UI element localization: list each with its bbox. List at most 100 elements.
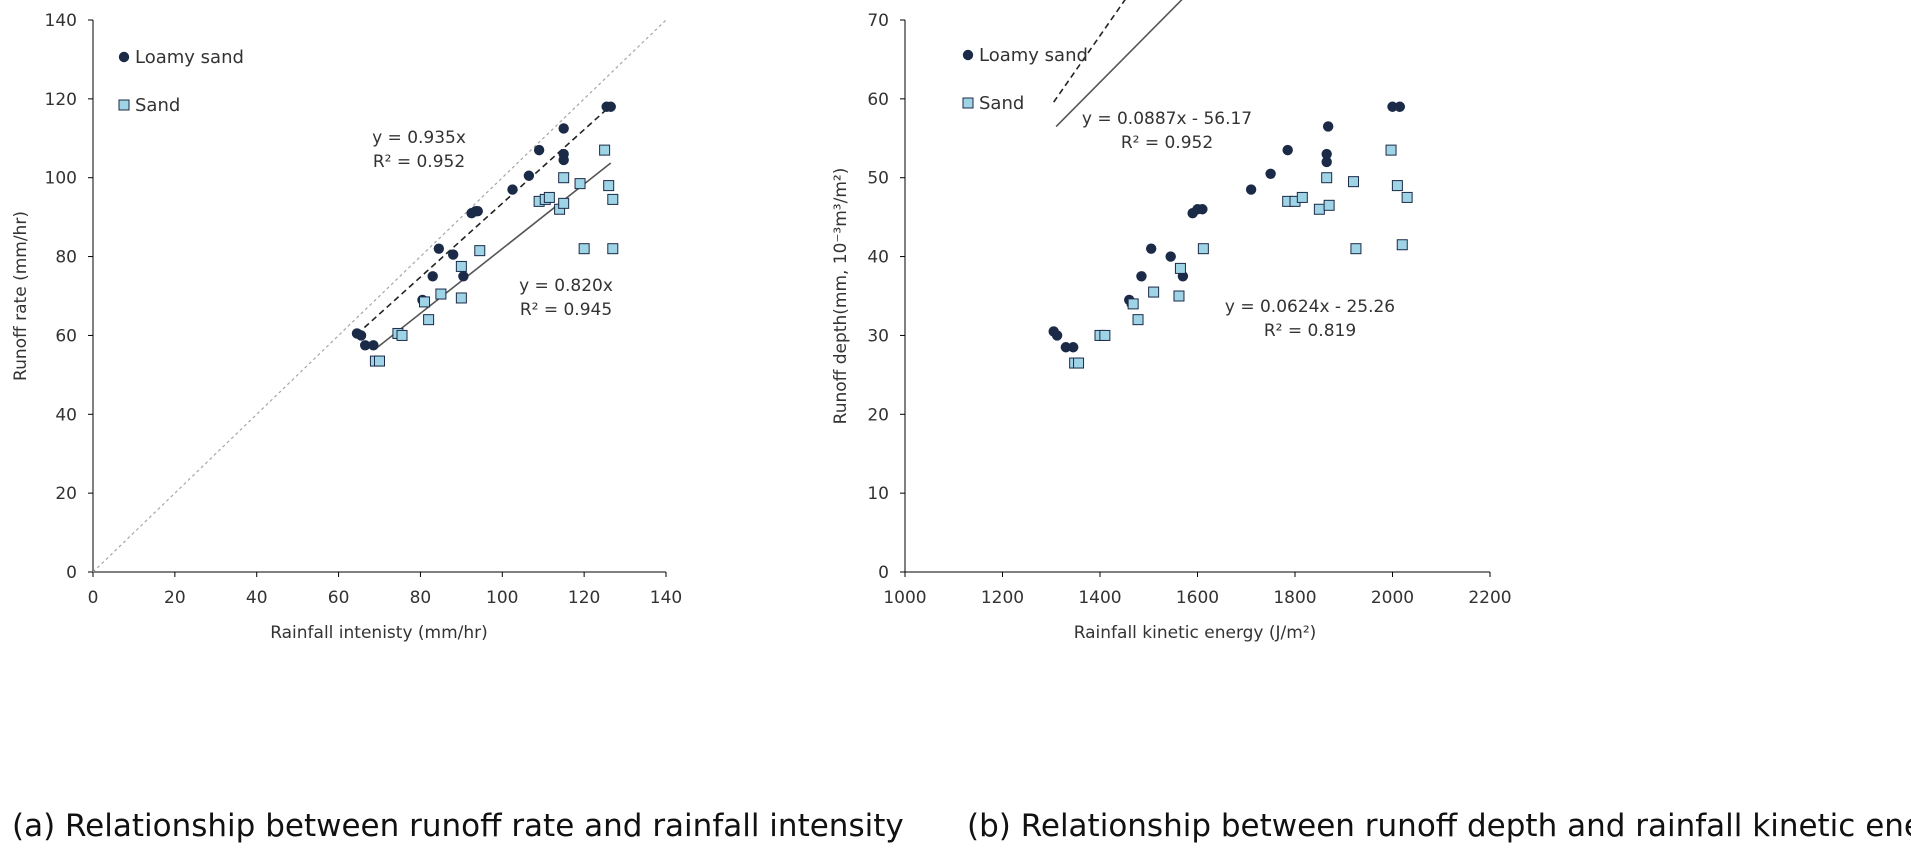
- x-tick-label: 1000: [883, 588, 926, 608]
- data-point-sand: [435, 288, 447, 300]
- data-point-loamy-sand: [1067, 342, 1079, 353]
- r2-label-sand: R² = 0.819: [1264, 321, 1356, 341]
- data-point-loamy-sand: [1245, 184, 1257, 195]
- data-point-loamy-sand: [458, 271, 469, 282]
- data-point-loamy-sand: [447, 249, 459, 260]
- data-point-loamy-sand: [1165, 251, 1176, 262]
- data-point-sand: [1174, 262, 1186, 274]
- y-axis-label: Runoff rate (mm/hr): [11, 211, 31, 381]
- data-point-loamy-sand: [507, 184, 518, 195]
- data-point-sand: [1391, 180, 1403, 192]
- y-tick-label: 0: [878, 563, 889, 583]
- legend-marker-sand: [118, 99, 130, 111]
- data-point-sand: [1401, 191, 1413, 203]
- data-point-sand: [578, 243, 590, 255]
- data-point-sand: [1350, 243, 1362, 255]
- data-point-loamy-sand: [1322, 121, 1334, 132]
- data-point-loamy-sand: [1321, 148, 1332, 160]
- data-point-loamy-sand: [355, 330, 367, 341]
- data-point-loamy-sand: [1394, 101, 1406, 112]
- equation-label-sand: y = 0.0624x - 25.26: [1225, 297, 1395, 317]
- data-point-loamy-sand: [533, 144, 545, 156]
- data-point-sand: [1132, 314, 1144, 326]
- y-tick-label: 40: [867, 248, 889, 268]
- data-point-sand: [1296, 191, 1308, 203]
- x-tick-label: 140: [650, 588, 682, 608]
- one-to-one-line: [92, 19, 667, 573]
- x-axis-label: Rainfall kinetic energy (J/m²): [1074, 623, 1317, 643]
- x-tick-label: 1400: [1078, 588, 1121, 608]
- data-point-sand: [558, 197, 570, 209]
- caption-a: (a) Relationship between runoff rate and…: [12, 808, 904, 844]
- data-point-sand: [1321, 172, 1333, 184]
- y-tick-label: 60: [867, 90, 889, 110]
- y-tick-label: 50: [867, 169, 889, 189]
- equation-label-loamy-sand: y = 0.935x: [372, 128, 466, 148]
- x-tick-label: 100: [486, 588, 518, 608]
- data-point-loamy-sand: [1265, 168, 1276, 179]
- data-point-loamy-sand: [1136, 271, 1147, 282]
- y-axis-label: Runoff depth(mm, 10⁻³m³/m²): [831, 168, 851, 425]
- data-point-sand: [603, 180, 615, 192]
- data-point-loamy-sand: [427, 271, 438, 282]
- fit-line-sand: [1055, 0, 1183, 128]
- x-tick-label: 1200: [981, 588, 1024, 608]
- legend-marker-loamy-sand: [962, 49, 974, 61]
- data-point-sand: [543, 191, 555, 203]
- y-tick-label: 60: [55, 326, 77, 346]
- equation-label-loamy-sand: y = 0.0887x - 56.17: [1082, 109, 1252, 129]
- data-point-sand: [1396, 239, 1408, 251]
- data-point-sand: [455, 260, 467, 272]
- x-tick-label: 60: [328, 588, 350, 608]
- data-point-sand: [574, 178, 586, 190]
- data-point-loamy-sand: [1145, 243, 1157, 254]
- data-point-loamy-sand: [1060, 342, 1072, 353]
- y-tick-label: 30: [867, 326, 889, 346]
- data-point-loamy-sand: [1282, 144, 1293, 156]
- y-tick-label: 40: [55, 405, 77, 425]
- data-point-loamy-sand: [359, 340, 371, 351]
- data-point-sand: [607, 243, 619, 255]
- equation-label-sand: y = 0.820x: [519, 276, 613, 296]
- data-point-sand: [474, 245, 486, 257]
- r2-label-sand: R² = 0.945: [520, 300, 612, 320]
- y-tick-label: 20: [55, 484, 77, 504]
- legend-marker-sand: [962, 97, 974, 109]
- data-point-loamy-sand: [1387, 101, 1398, 112]
- r2-label-loamy-sand: R² = 0.952: [373, 152, 465, 172]
- data-point-sand: [607, 193, 619, 205]
- data-point-loamy-sand: [605, 101, 616, 112]
- y-tick-label: 100: [45, 169, 77, 189]
- y-tick-label: 80: [55, 248, 77, 268]
- data-point-sand: [1323, 199, 1335, 211]
- data-point-sand: [1127, 298, 1139, 310]
- data-point-loamy-sand: [1197, 204, 1208, 215]
- y-tick-label: 70: [867, 11, 889, 31]
- legend-label-sand: Sand: [135, 95, 180, 116]
- x-tick-label: 0: [88, 588, 99, 608]
- data-point-sand: [1099, 329, 1111, 341]
- data-point-loamy-sand: [433, 243, 445, 254]
- data-point-sand: [1313, 203, 1325, 215]
- data-point-sand: [423, 314, 435, 326]
- data-point-loamy-sand: [558, 148, 569, 160]
- data-point-loamy-sand: [558, 123, 569, 134]
- data-point-sand: [1073, 357, 1085, 369]
- data-point-sand: [396, 329, 408, 341]
- y-tick-label: 0: [66, 563, 77, 583]
- chart-panel-b: 1000 1200 1400 1600 1800 2000 2200 0 10 20 30 40 50 6…: [831, 0, 1512, 643]
- data-point-loamy-sand: [472, 206, 483, 217]
- r2-label-loamy-sand: R² = 0.952: [1121, 133, 1213, 153]
- x-tick-label: 80: [410, 588, 432, 608]
- data-point-sand: [374, 355, 385, 367]
- fit-line-loamy-sand: [1053, 0, 1126, 103]
- y-tick-label: 140: [45, 11, 77, 31]
- fit-line-sand: [374, 162, 612, 350]
- data-point-loamy-sand: [1051, 330, 1063, 341]
- x-tick-label: 1600: [1176, 588, 1219, 608]
- y-tick-label: 20: [867, 405, 889, 425]
- data-point-sand: [1197, 243, 1209, 255]
- data-point-sand: [599, 144, 611, 156]
- x-tick-label: 20: [164, 588, 186, 608]
